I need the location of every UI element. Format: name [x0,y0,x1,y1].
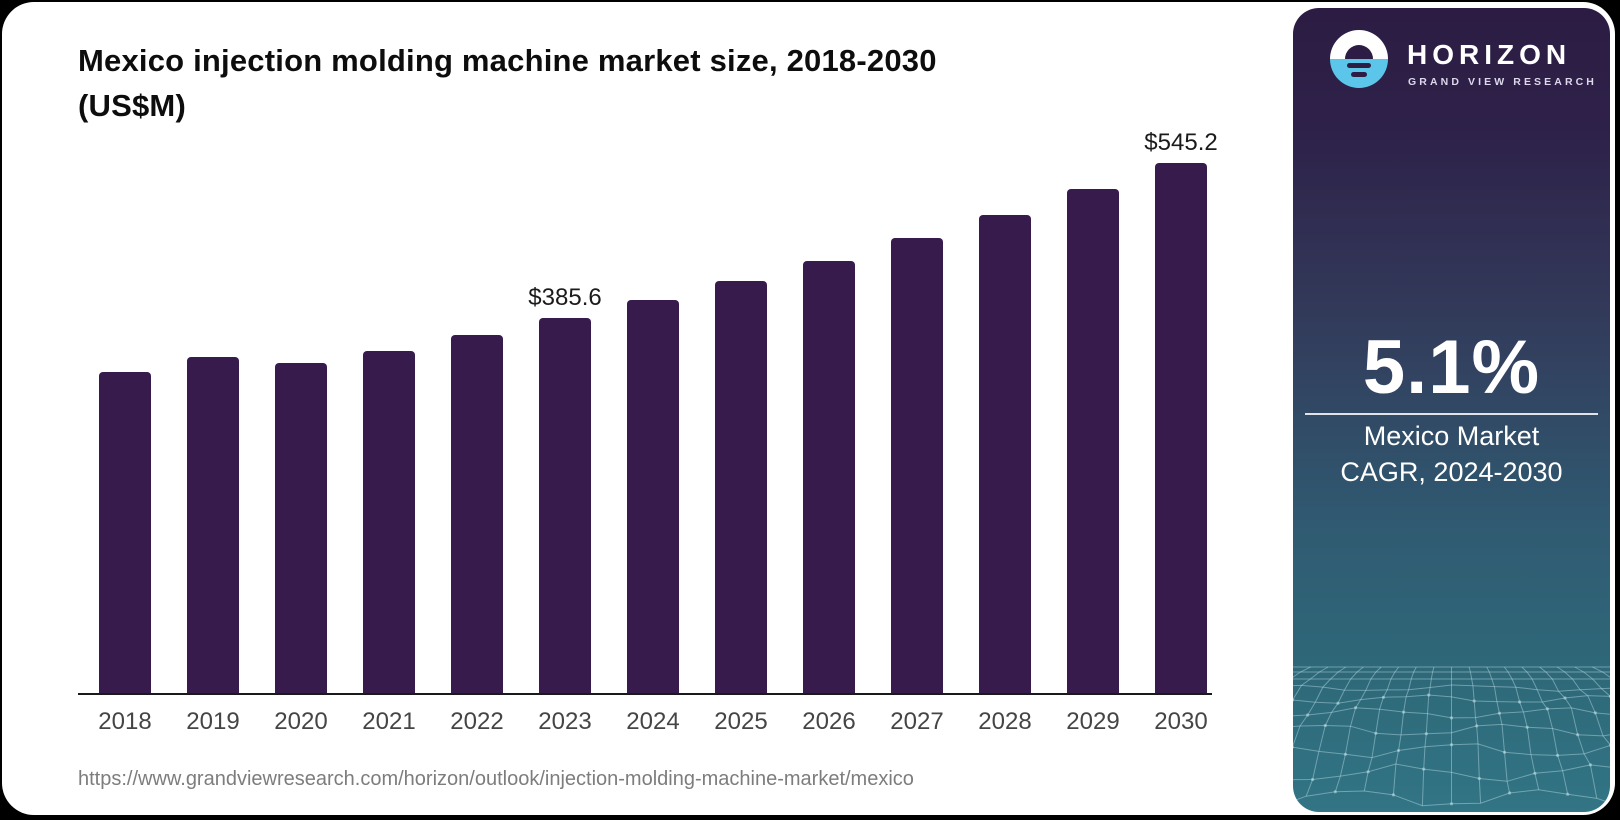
x-tick-2024: 2024 [626,708,680,735]
bar-2026 [803,261,855,693]
x-tick-2018: 2018 [98,708,152,735]
x-tick-2025: 2025 [714,708,768,735]
x-tick-2026: 2026 [802,708,856,735]
bar-chart: 2018 2019 2020 2021 2022 2023 $385.6 2024 2025 20… [2,2,1292,815]
x-tick-2023: 2023 [538,708,592,735]
logo-sun-icon [1345,45,1373,59]
chart-title-line1: Mexico injection molding machine market … [78,43,937,78]
value-label-2023: $385.6 [528,284,602,311]
chart-title: Mexico injection molding machine market … [78,38,937,128]
x-tick-2020: 2020 [274,708,328,735]
cagr-label-line2: CAGR, 2024-2030 [1340,457,1563,487]
x-tick-2021: 2021 [362,708,416,735]
logo-reflection-line [1351,72,1367,77]
bar-2030 [1155,163,1207,693]
bar-2021 [363,351,415,693]
bar-2022 [451,335,503,693]
x-tick-2019: 2019 [186,708,240,735]
bar-2020 [275,363,327,693]
stat-divider [1305,413,1598,415]
bar-2025 [715,281,767,693]
x-tick-2030: 2030 [1154,708,1208,735]
logo-reflection-line [1347,63,1371,68]
value-label-2030: $545.2 [1144,129,1218,156]
x-tick-2028: 2028 [978,708,1032,735]
cagr-label-line1: Mexico Market [1363,421,1540,451]
horizon-logo-icon [1330,30,1388,88]
bar-2028 [979,215,1031,693]
cagr-value: 5.1% [1362,325,1541,410]
bar-2029 [1067,189,1119,693]
bar-2027 [891,238,943,693]
x-axis-line [78,693,1212,695]
bar-2023 [539,318,591,693]
bar-2018 [99,372,151,693]
x-tick-2029: 2029 [1066,708,1120,735]
cagr-label: Mexico Market CAGR, 2024-2030 [1293,418,1610,490]
x-tick-2022: 2022 [450,708,504,735]
bar-2024 [627,300,679,693]
x-tick-2027: 2027 [890,708,944,735]
bar-2019 [187,357,239,693]
source-url: https://www.grandviewresearch.com/horizo… [78,768,914,790]
mesh-graphic [1293,666,1610,807]
brand-sidebar: HORIZON GRAND VIEW RESEARCH 5.1% Mexico … [1293,8,1610,812]
chart-title-line2: (US$M) [78,88,186,123]
brand-subtitle: GRAND VIEW RESEARCH [1408,76,1597,88]
brand-name: HORIZON [1407,39,1572,70]
